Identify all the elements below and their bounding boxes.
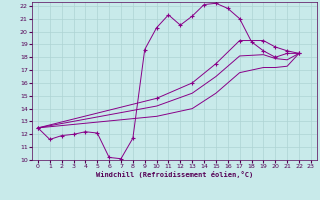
X-axis label: Windchill (Refroidissement éolien,°C): Windchill (Refroidissement éolien,°C)	[96, 171, 253, 178]
